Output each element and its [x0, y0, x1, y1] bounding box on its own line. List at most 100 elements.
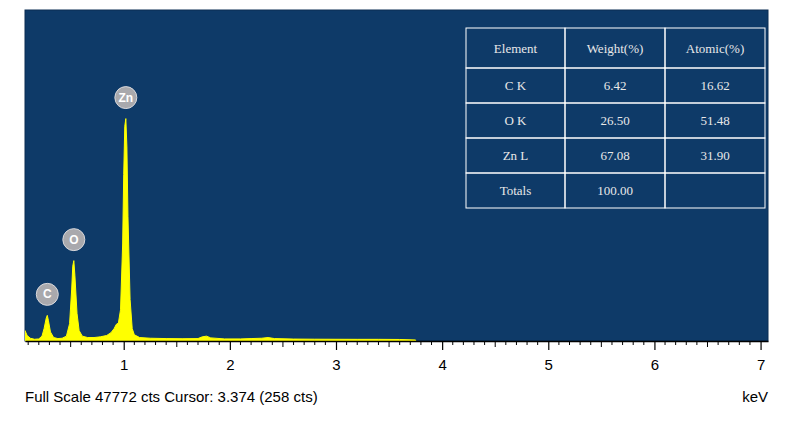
table-cell — [665, 138, 765, 173]
table-cell — [565, 68, 665, 103]
table-header: Element — [494, 41, 538, 56]
peak-label-text: Zn — [118, 91, 133, 105]
x-minor-tick — [420, 341, 421, 345]
x-minor-tick — [325, 341, 326, 345]
x-minor-tick — [272, 341, 273, 345]
peak-label: Zn — [115, 87, 137, 109]
x-minor-tick — [367, 341, 368, 345]
x-tick-mark — [760, 341, 761, 350]
x-minor-tick — [187, 341, 188, 345]
x-minor-tick — [399, 341, 400, 345]
table-cell — [466, 138, 565, 173]
result-table: ElementWeight(%)Atomic(%)C K6.4216.62O K… — [466, 28, 765, 208]
peak-label-text: O — [69, 233, 78, 247]
table-cell — [665, 68, 765, 103]
table-cell — [466, 103, 565, 138]
x-minor-tick — [240, 341, 241, 345]
x-minor-tick — [28, 341, 29, 345]
x-minor-tick — [282, 341, 283, 347]
x-minor-tick — [70, 341, 71, 347]
table-cell — [665, 103, 765, 138]
x-axis-title: keV — [742, 388, 768, 405]
peak-label: O — [63, 229, 85, 251]
x-tick: 4 — [438, 341, 446, 373]
x-minor-tick — [38, 341, 39, 345]
x-tick-label: 5 — [545, 356, 553, 373]
x-minor-tick — [558, 341, 559, 345]
x-tick: 7 — [757, 341, 765, 373]
x-minor-tick — [696, 341, 697, 345]
table-value: 100.00 — [597, 183, 633, 198]
table-cell — [565, 28, 665, 68]
x-minor-tick — [686, 341, 687, 345]
x-minor-tick — [728, 341, 729, 345]
peak-label-badge — [115, 87, 137, 109]
x-minor-tick — [749, 341, 750, 345]
x-minor-tick — [410, 341, 411, 345]
x-minor-tick — [707, 341, 708, 347]
x-minor-tick — [537, 341, 538, 345]
x-minor-tick — [155, 341, 156, 345]
x-minor-tick — [643, 341, 644, 345]
table-value: C K — [505, 78, 527, 93]
x-minor-tick — [261, 341, 262, 345]
plot-frame — [25, 10, 768, 341]
x-minor-tick — [431, 341, 432, 345]
x-tick: 2 — [226, 341, 234, 373]
x-tick-mark — [230, 341, 231, 350]
table-value: Zn L — [503, 148, 529, 163]
x-tick-mark — [654, 341, 655, 350]
x-minor-tick — [527, 341, 528, 345]
table-value: 26.50 — [600, 113, 629, 128]
x-tick: 3 — [332, 341, 340, 373]
x-tick-label: 4 — [438, 356, 446, 373]
chart-root: 1234567COZnElementWeight(%)Atomic(%)C K6… — [0, 0, 793, 422]
x-minor-tick — [622, 341, 623, 345]
table-cell — [466, 173, 565, 208]
table-value: 31.90 — [700, 148, 729, 163]
x-minor-tick — [569, 341, 570, 345]
table-value: Totals — [500, 183, 532, 198]
peak-label-badge — [36, 283, 58, 305]
x-minor-tick — [495, 341, 496, 347]
peak-label-text: C — [43, 287, 52, 301]
table-cell — [565, 103, 665, 138]
x-minor-tick — [60, 341, 61, 345]
table-cell — [466, 68, 565, 103]
x-minor-tick — [198, 341, 199, 345]
table-value: 16.62 — [700, 78, 729, 93]
x-minor-tick — [452, 341, 453, 345]
table-cell — [665, 173, 765, 208]
x-minor-tick — [739, 341, 740, 345]
x-minor-tick — [463, 341, 464, 345]
x-minor-tick — [304, 341, 305, 345]
x-minor-tick — [611, 341, 612, 345]
x-minor-tick — [580, 341, 581, 345]
table-header: Atomic(%) — [686, 41, 744, 56]
peak-label-badge — [63, 229, 85, 251]
table-cell — [466, 28, 565, 68]
x-minor-tick — [134, 341, 135, 345]
x-tick: 5 — [545, 341, 553, 373]
x-minor-tick — [473, 341, 474, 345]
x-minor-tick — [357, 341, 358, 345]
x-minor-tick — [144, 341, 145, 345]
table-header: Weight(%) — [587, 41, 644, 56]
x-minor-tick — [665, 341, 666, 345]
table-value: 6.42 — [604, 78, 627, 93]
x-minor-ticks — [28, 341, 750, 347]
peak-label: C — [36, 283, 58, 305]
x-minor-tick — [102, 341, 103, 345]
chart-svg: 1234567COZnElementWeight(%)Atomic(%)C K6… — [0, 0, 793, 422]
x-tick: 1 — [120, 341, 128, 373]
spectrum-area — [25, 119, 416, 341]
x-minor-tick — [505, 341, 506, 345]
status-text: Full Scale 47772 cts Cursor: 3.374 (258 … — [25, 388, 318, 405]
x-minor-tick — [208, 341, 209, 345]
x-minor-tick — [314, 341, 315, 345]
marks — [25, 119, 416, 341]
x-tick-label: 3 — [332, 356, 340, 373]
x-minor-tick — [113, 341, 114, 345]
x-tick-mark — [442, 341, 443, 350]
x-minor-tick — [633, 341, 634, 345]
